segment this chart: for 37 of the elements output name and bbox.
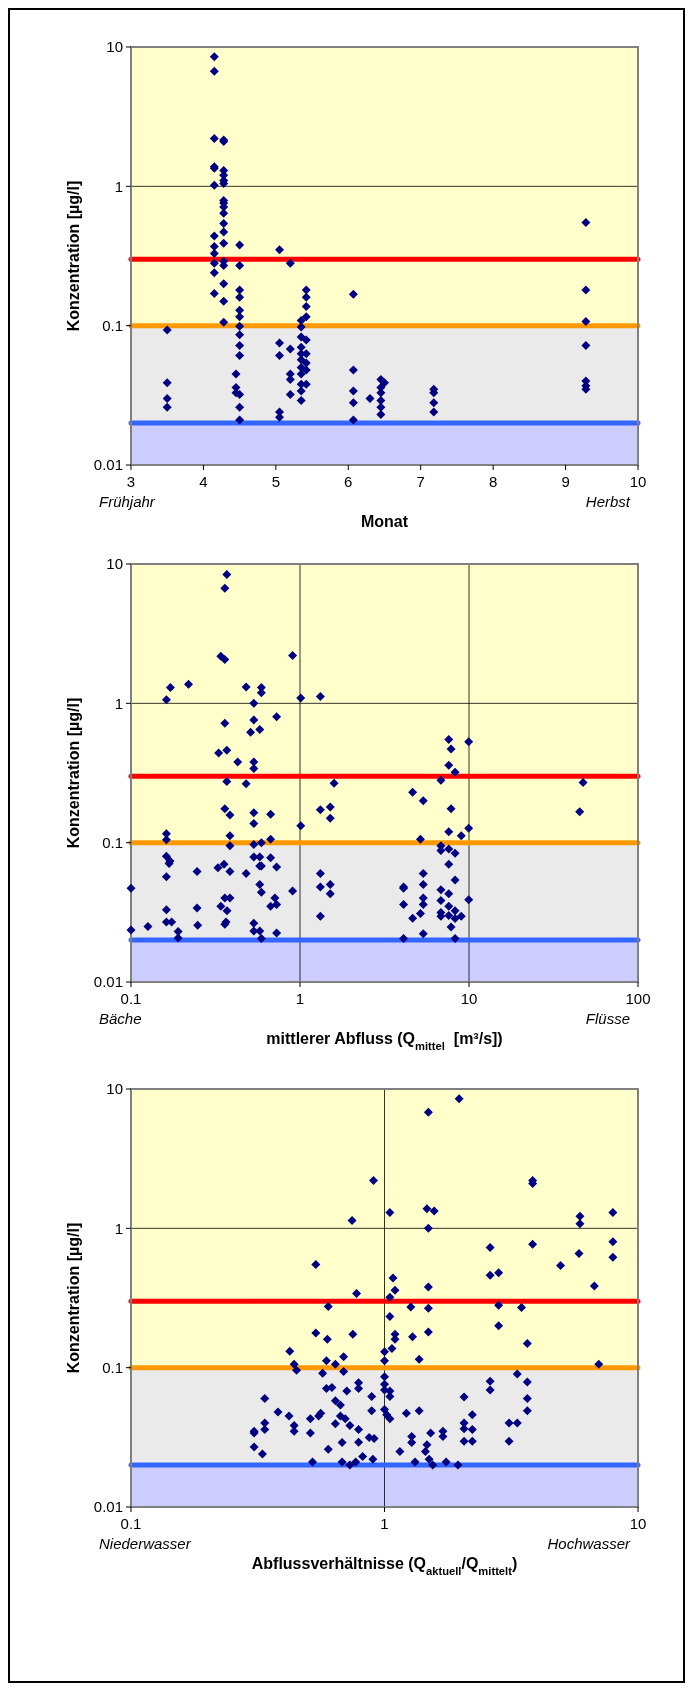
x-tick-label: 10 [460,990,478,1007]
x-tick-label: 3 [126,473,136,490]
y-tick-label: 1 [114,694,123,712]
y-tick-label: 1 [114,177,123,195]
y-tick-label: 0.01 [93,456,123,474]
y-tick-label: 0.1 [102,833,123,851]
x-axis-title: mittlerer Abfluss (Q$_{mittel}$ [m³/s]) [266,1030,503,1052]
y-tick-label: 0.1 [102,316,123,334]
x-tick-label: 1 [295,990,305,1007]
text: Hochwasser [547,1535,631,1552]
text: Herbst [585,493,631,510]
x-tick-label: 9 [561,473,570,490]
text: Flüsse [585,1010,630,1027]
y-tick-label: 10 [106,1080,123,1098]
y-tick-label: 10 [106,38,123,56]
y-tick-label: 0.1 [102,1358,123,1376]
x-axis-title: Monat [360,513,409,530]
x-tick-label: 7 [416,473,425,490]
y-tick-label: 10 [106,555,123,573]
y-tick-label: 0.01 [93,1498,123,1516]
x-axis-title: Abflussverhältnisse (Q$_{aktuell}$/Q$_{mittelt}$) [251,1555,518,1577]
x-tick-label: 100 [625,990,651,1007]
y-axis-title: Konzentration [µg/l] [65,1222,82,1374]
x-tick-label: 5 [271,473,281,490]
text: Bäche [99,1010,142,1027]
x-tick-label: 8 [488,473,498,490]
x-tick-label: 4 [199,473,208,490]
x-tick-label: 10 [629,473,647,490]
x-tick-label: 6 [344,473,353,490]
text: Frühjahr [99,493,156,510]
x-tick-label: 10 [629,1515,647,1532]
text: Niederwasser [99,1535,192,1552]
x-tick-label: 1 [380,1515,389,1532]
y-axis-title: Konzentration [µg/l] [65,180,82,332]
y-tick-label: 1 [114,1219,123,1237]
y-axis-title: Konzentration [µg/l] [65,697,82,849]
y-tick-label: 0.01 [93,973,123,991]
